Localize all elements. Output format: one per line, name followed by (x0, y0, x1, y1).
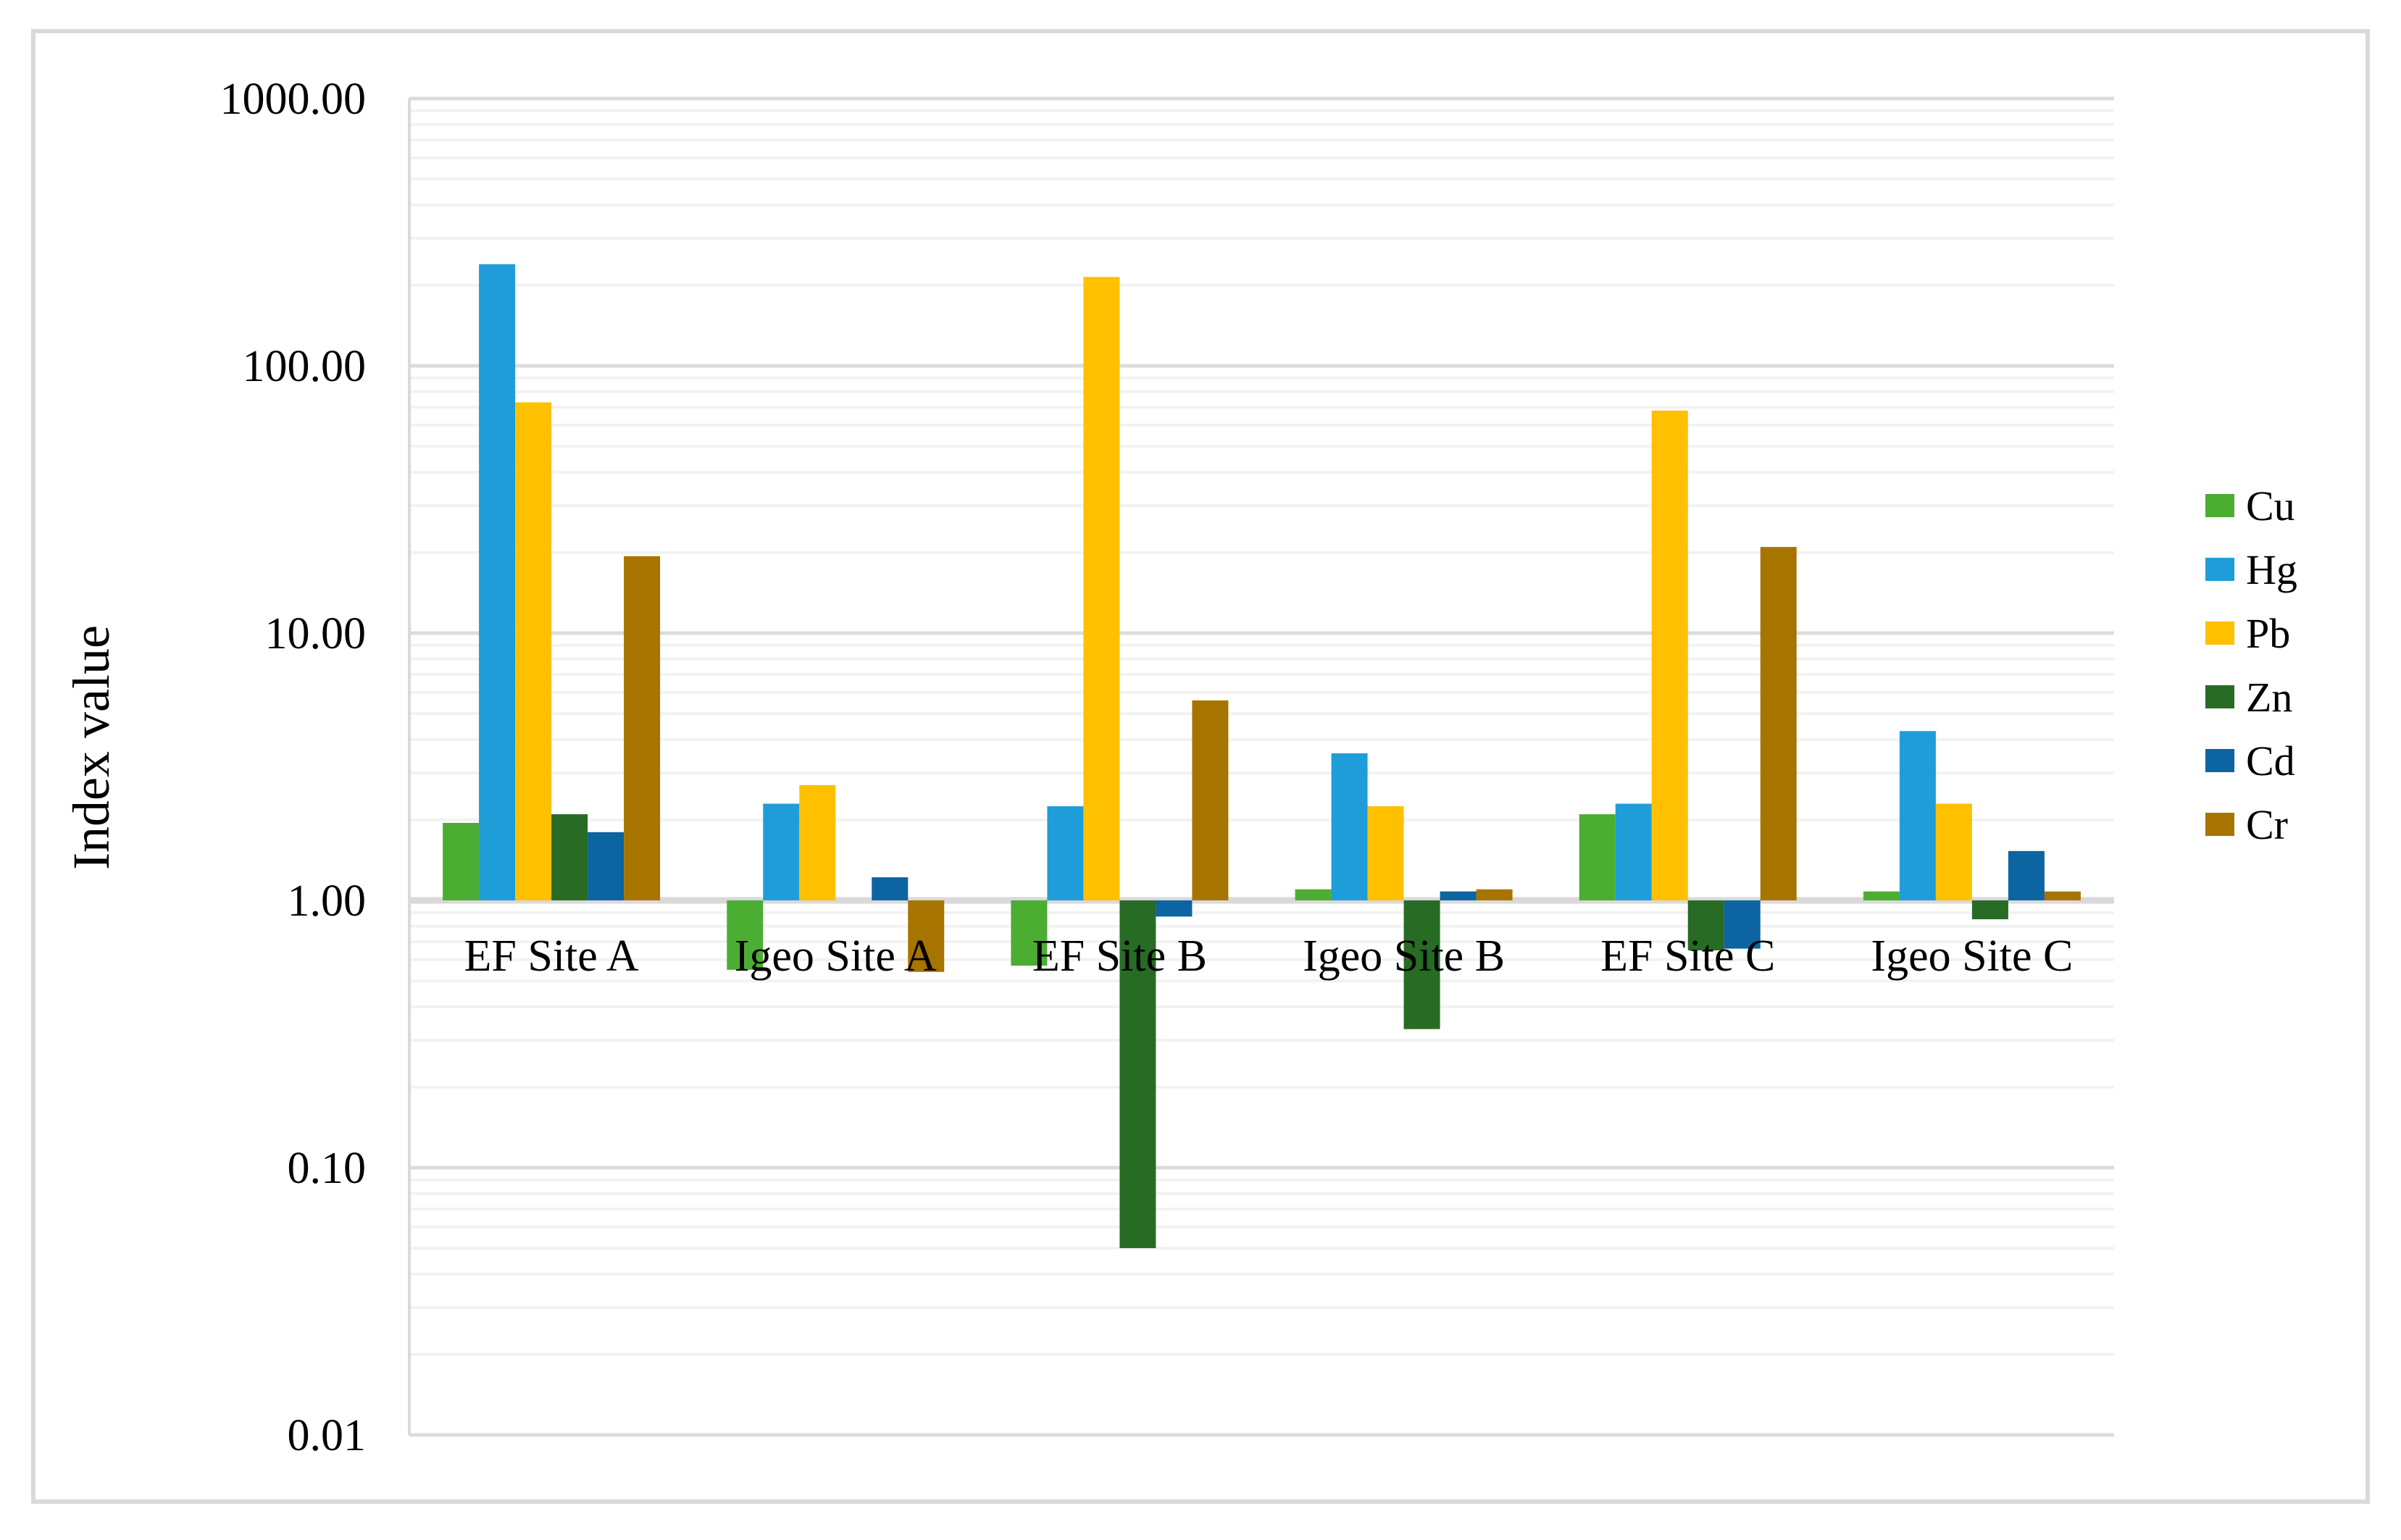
legend: Cu Hg Pb Zn Cd Cr (2205, 482, 2297, 848)
bar-Zn-Igeo-Site-B (1403, 900, 1440, 1029)
legend-item-Zn: Zn (2205, 674, 2292, 721)
x-category-label-EF-Site-A: EF Site A (464, 932, 638, 981)
bar-Hg-Igeo-Site-A (763, 803, 800, 900)
bar-Pb-EF-Site-B (1083, 277, 1120, 900)
x-category-label-EF-Site-B: EF Site B (1032, 932, 1207, 981)
bar-Cd-EF-Site-A (588, 832, 625, 900)
legend-item-Hg: Hg (2205, 546, 2297, 593)
x-category-label-Igeo-Site-C: Igeo Site C (1871, 932, 2073, 981)
bar-Zn-EF-Site-A (551, 814, 588, 900)
y-tick-label-1000.00: 1000.00 (220, 75, 367, 124)
bar-Cr-Igeo-Site-B (1476, 889, 1513, 900)
legend-swatch-Zn (2205, 685, 2234, 708)
bar-Cr-Igeo-Site-A (908, 900, 945, 972)
bar-Zn-EF-Site-B (1119, 900, 1156, 1249)
bar-Hg-EF-Site-A (479, 264, 516, 901)
y-tick-label-0.10: 0.10 (288, 1144, 367, 1193)
bar-Cr-Igeo-Site-C (2044, 891, 2081, 900)
legend-label-Cu: Cu (2246, 482, 2295, 530)
bar-Pb-EF-Site-A (515, 402, 552, 900)
bar-Hg-Igeo-Site-B (1331, 753, 1368, 900)
y-tick-label-1.00: 1.00 (288, 876, 367, 926)
bar-Hg-Igeo-Site-C (1899, 731, 1936, 900)
legend-swatch-Cr (2205, 813, 2234, 836)
bar-Zn-EF-Site-C (1687, 900, 1724, 951)
x-axis-category-labels: EF Site A Igeo Site A EF Site B Igeo Site B… (464, 932, 2073, 981)
bar-Cd-EF-Site-C (1724, 900, 1761, 949)
bar-Cr-EF-Site-A (624, 556, 661, 900)
bar-Cu-EF-Site-C (1579, 814, 1616, 900)
legend-item-Cd: Cd (2205, 737, 2295, 784)
legend-swatch-Cu (2205, 494, 2234, 517)
bar-Cu-Igeo-Site-A (727, 900, 764, 970)
bar-Zn-Igeo-Site-C (1971, 900, 2008, 920)
major-gridlines (409, 96, 2114, 1437)
legend-label-Hg: Hg (2246, 546, 2297, 593)
bar-Pb-Igeo-Site-B (1367, 806, 1404, 900)
bar-Cu-EF-Site-B (1011, 900, 1048, 966)
legend-label-Cr: Cr (2246, 801, 2288, 848)
bar-Pb-EF-Site-C (1651, 410, 1688, 900)
bar-Hg-EF-Site-B (1047, 806, 1084, 900)
bar-Pb-Igeo-Site-A (799, 784, 836, 900)
y-tick-label-10.00: 10.00 (265, 609, 367, 658)
legend-item-Cu: Cu (2205, 482, 2295, 530)
y-axis-title: Index value (62, 625, 120, 870)
y-tick-label-0.01: 0.01 (288, 1411, 367, 1460)
bar-Cu-EF-Site-A (443, 822, 480, 900)
bar-Cu-Igeo-Site-C (1863, 891, 1900, 900)
legend-label-Zn: Zn (2246, 674, 2292, 721)
legend-swatch-Cd (2205, 749, 2234, 772)
legend-item-Cr: Cr (2205, 801, 2288, 848)
bar-Pb-Igeo-Site-C (1935, 803, 1972, 900)
bar-Cd-Igeo-Site-C (2008, 850, 2045, 900)
bar-Cd-EF-Site-B (1156, 900, 1193, 917)
bar-Cr-EF-Site-B (1192, 700, 1229, 900)
legend-label-Cd: Cd (2246, 737, 2295, 784)
x-category-label-Igeo-Site-B: Igeo Site B (1303, 932, 1505, 981)
y-tick-label-100.00: 100.00 (243, 342, 367, 391)
bar-Cd-Igeo-Site-B (1440, 891, 1477, 900)
axis-lines (408, 99, 2114, 1435)
bar-Cd-Igeo-Site-A (872, 877, 909, 900)
y-axis-tick-labels: 1000.00 100.00 10.00 1.00 0.10 0.01 (220, 75, 367, 1460)
bar-Hg-EF-Site-C (1615, 803, 1652, 900)
minor-gridlines (409, 109, 2114, 1356)
legend-swatch-Pb (2205, 622, 2234, 645)
bar-Cr-EF-Site-C (1760, 547, 1797, 900)
legend-swatch-Hg (2205, 558, 2234, 581)
x-category-label-Igeo-Site-A: Igeo Site A (735, 932, 937, 981)
bar-Cu-Igeo-Site-B (1295, 889, 1332, 900)
bar-series-group (443, 264, 2081, 1249)
x-category-label-EF-Site-C: EF Site C (1600, 932, 1775, 981)
legend-label-Pb: Pb (2246, 610, 2290, 657)
legend-item-Pb: Pb (2205, 610, 2290, 657)
